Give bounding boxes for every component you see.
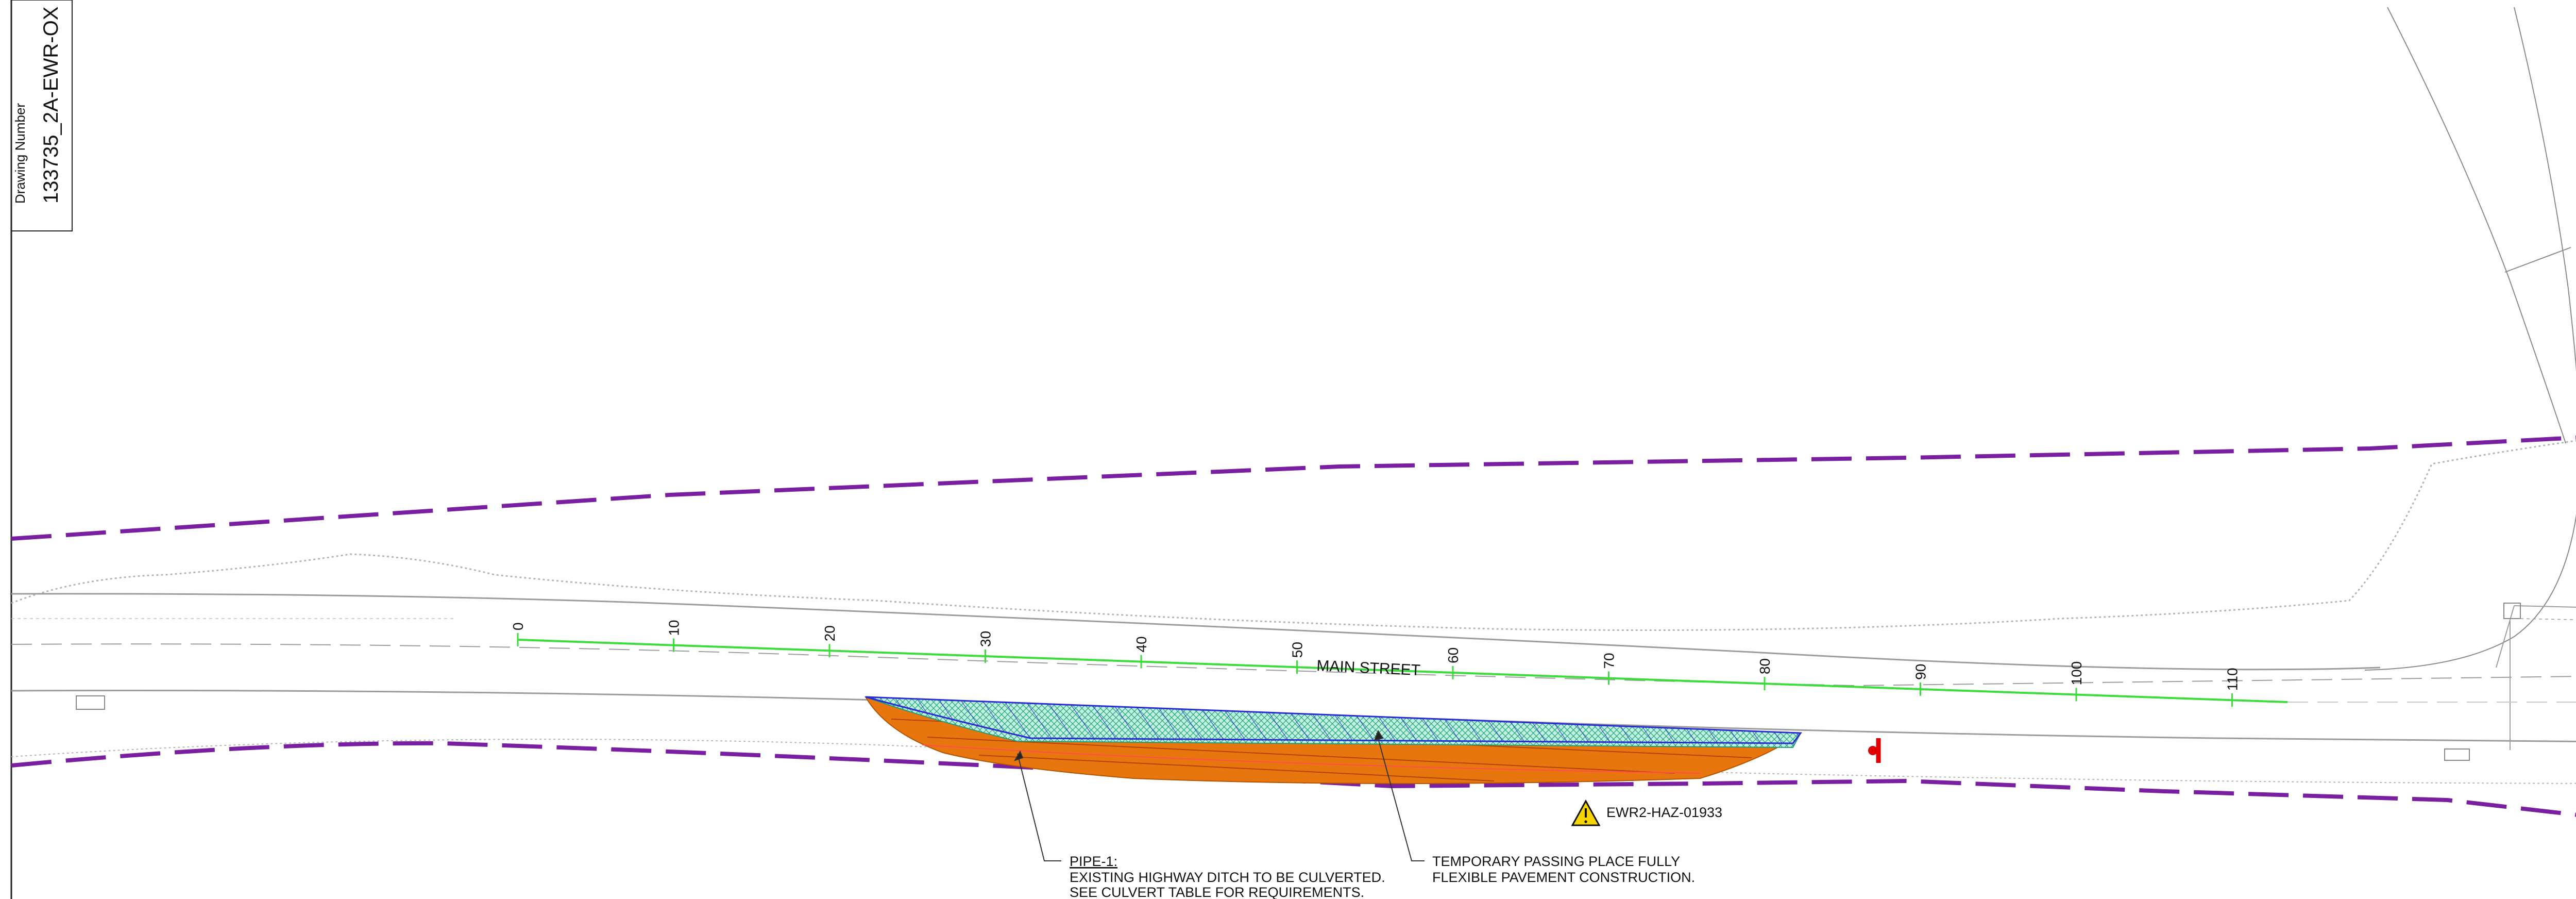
chainage-label: 100 xyxy=(2069,661,2084,686)
chainage-label: 0 xyxy=(510,622,526,630)
gully-marker xyxy=(76,695,105,710)
title-block: Drawing Number 133735_2A-EWR-OX xyxy=(10,0,73,899)
drawing-number: 133735_2A-EWR-OX xyxy=(40,7,62,204)
passing-place-note-line2: FLEXIBLE PAVEMENT CONSTRUCTION. xyxy=(1432,870,1695,885)
property-lines xyxy=(2364,7,2576,671)
chainage-label: 40 xyxy=(1133,636,1149,652)
pipe-note-line2: SEE CULVERT TABLE FOR REQUIREMENTS. xyxy=(1070,885,1364,899)
chainage-label: 20 xyxy=(822,625,838,641)
hedge-line-north xyxy=(11,440,2576,631)
red-line-boundary-north xyxy=(11,435,2576,541)
chainage-label: 30 xyxy=(978,631,994,647)
road-closure-marker xyxy=(1868,738,1881,763)
chainage-label: 90 xyxy=(1913,664,1929,680)
leader-lines xyxy=(1013,729,1425,861)
chainage-label: 50 xyxy=(1290,642,1306,658)
chainage-label: 110 xyxy=(2225,668,2241,691)
warning-triangle-icon xyxy=(1571,799,1601,826)
chainage-label: 10 xyxy=(666,620,682,636)
chainage-label: 60 xyxy=(1445,647,1461,663)
chainage-alignment: 0 10 20 30 40 50 60 70 80 90 100 110 xyxy=(510,620,2576,707)
passing-place-note: TEMPORARY PASSING PLACE FULLY FLEXIBLE P… xyxy=(1432,854,1695,885)
gully-marker xyxy=(2444,748,2470,761)
pavement-hatch xyxy=(865,696,1802,744)
chainage-label: 70 xyxy=(1601,653,1617,669)
road-name: MAIN STREET xyxy=(1316,657,1421,679)
gully-marker xyxy=(2503,603,2521,619)
passing-place-note-line1: TEMPORARY PASSING PLACE FULLY xyxy=(1432,854,1680,869)
pipe-note: PIPE-1: EXISTING HIGHWAY DITCH TO BE CUL… xyxy=(1070,854,1385,899)
chainage-label: 80 xyxy=(1757,658,1773,674)
pipe-note-title: PIPE-1: xyxy=(1070,854,1117,869)
pipe-note-line1: EXISTING HIGHWAY DITCH TO BE CULVERTED. xyxy=(1070,870,1385,885)
hazard-callout: EWR2-HAZ-01933 xyxy=(1571,799,1722,826)
drawing-number-label: Drawing Number xyxy=(12,103,28,204)
hazard-reference: EWR2-HAZ-01933 xyxy=(1606,805,1722,820)
